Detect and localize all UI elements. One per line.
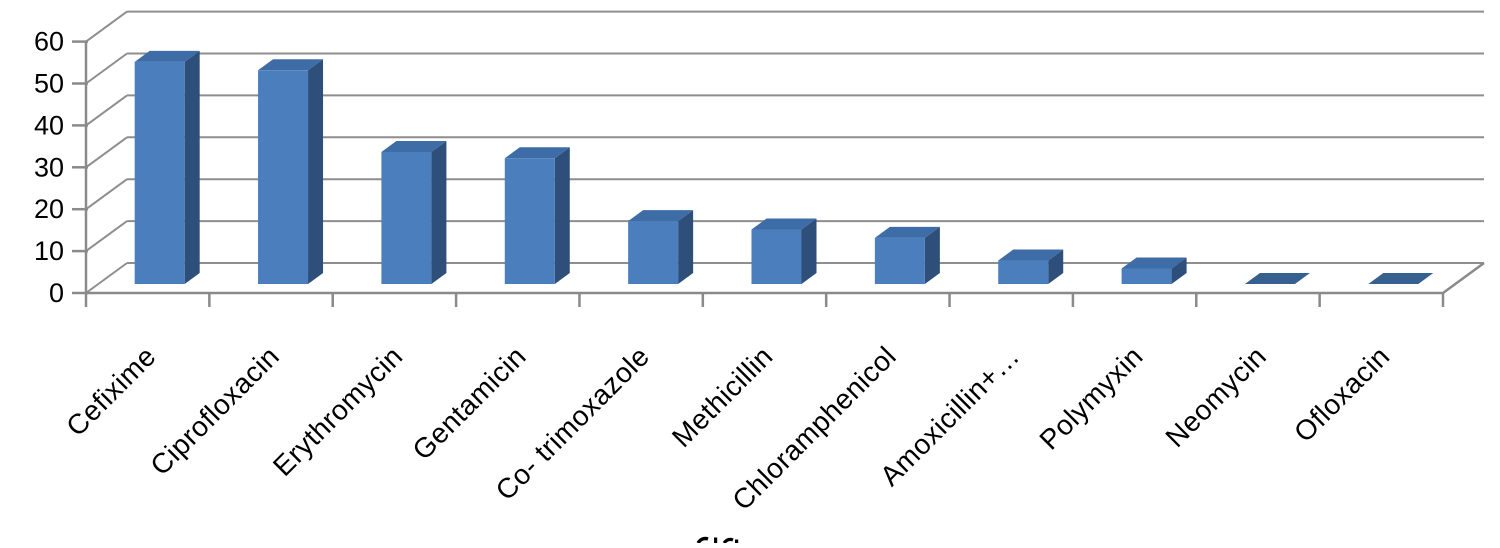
bar-front-face bbox=[1121, 268, 1172, 284]
bar bbox=[504, 147, 570, 284]
bar-side-face bbox=[184, 50, 200, 285]
bar-top-face bbox=[1121, 257, 1187, 269]
clipped-glyph-arc bbox=[696, 536, 709, 545]
clipped-glyph-dot bbox=[735, 539, 739, 543]
bar bbox=[1244, 273, 1310, 284]
bar-top-face bbox=[751, 218, 817, 230]
bar bbox=[134, 50, 200, 285]
bar-front-face bbox=[751, 229, 802, 284]
bar-side-face bbox=[308, 59, 324, 285]
x-category-label: Ofloxacin bbox=[1288, 340, 1396, 448]
y-tick-label: 60 bbox=[34, 27, 64, 57]
bar-front-face bbox=[998, 260, 1049, 284]
bar bbox=[628, 210, 694, 284]
y-tick-label: 40 bbox=[34, 110, 64, 140]
gridline-depth-diagonal bbox=[85, 94, 128, 127]
bar bbox=[258, 59, 324, 285]
x-category-label: Polymyxin bbox=[1034, 340, 1149, 455]
gridline-depth-diagonal bbox=[85, 136, 128, 169]
y-tick-label: 20 bbox=[34, 194, 64, 224]
gridline-depth-diagonal bbox=[85, 10, 128, 43]
bar-zero-tile bbox=[1244, 273, 1310, 284]
y-tick-label: 50 bbox=[34, 69, 64, 99]
bar-side-face bbox=[554, 147, 570, 284]
bar bbox=[381, 141, 447, 284]
bar-side-face bbox=[678, 210, 694, 284]
y-tick-label: 30 bbox=[34, 152, 64, 182]
y-tick-label: 10 bbox=[34, 236, 64, 266]
bar-top-face bbox=[998, 249, 1064, 261]
x-category-label: Ciprofloxacin bbox=[144, 340, 285, 481]
bar-front-face bbox=[504, 158, 555, 284]
bar bbox=[1121, 257, 1187, 284]
bar-side-face bbox=[1171, 257, 1187, 284]
x-category-label: Methicillin bbox=[666, 340, 779, 453]
bar-top-face bbox=[628, 210, 694, 222]
bar-top-face bbox=[134, 50, 200, 62]
gridline-depth-diagonal bbox=[85, 220, 128, 252]
clipped-glyph-stem bbox=[714, 537, 718, 543]
bar-front-face bbox=[258, 70, 309, 284]
y-tick-label: 0 bbox=[49, 278, 64, 308]
bar-front-face bbox=[628, 221, 679, 284]
bar bbox=[1368, 273, 1434, 284]
gridline-depth-diagonal bbox=[85, 262, 128, 294]
bar-side-face bbox=[801, 218, 817, 284]
bar-side-face bbox=[924, 226, 940, 284]
bar bbox=[998, 249, 1064, 284]
x-category-label: Cefixime bbox=[60, 340, 162, 442]
bar-zero-tile bbox=[1368, 273, 1434, 284]
bar-front-face bbox=[381, 152, 432, 284]
bar bbox=[874, 226, 940, 284]
bar-top-face bbox=[504, 147, 570, 159]
clipped-glyph-arc bbox=[722, 537, 734, 545]
x-category-label: Neomycin bbox=[1159, 340, 1272, 453]
clipped-label-fragment bbox=[696, 536, 739, 545]
bar bbox=[751, 218, 817, 284]
bar-top-face bbox=[874, 226, 940, 238]
bar-front-face bbox=[874, 237, 925, 284]
bar-front-face bbox=[134, 61, 185, 285]
floor-right-edge bbox=[1442, 261, 1485, 295]
x-category-label: Erythromycin bbox=[267, 340, 409, 482]
x-category-label: Gentamicin bbox=[406, 340, 532, 466]
bar-top-face bbox=[258, 59, 324, 71]
gridline-depth-diagonal bbox=[85, 178, 128, 211]
bar-side-face bbox=[1048, 249, 1064, 284]
bar-top-face bbox=[381, 141, 447, 153]
gridline-depth-diagonal bbox=[85, 52, 128, 85]
bar-side-face bbox=[431, 141, 447, 284]
